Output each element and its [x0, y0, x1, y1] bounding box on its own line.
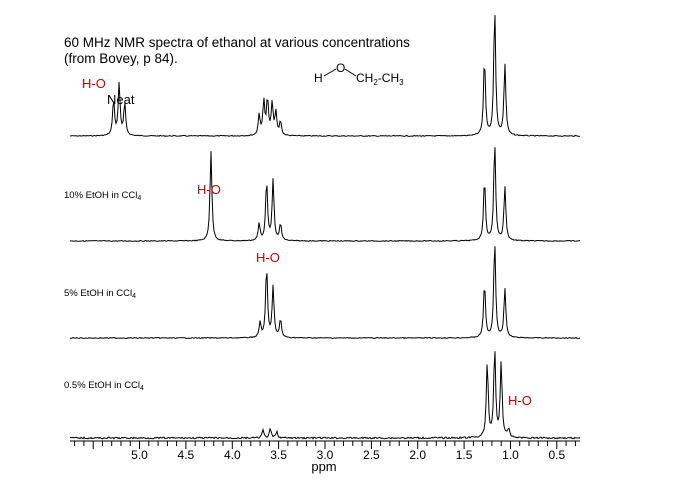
spectrum-trace-2 [69, 147, 581, 242]
x-tick-label: 4.0 [224, 448, 241, 462]
structure-h: H [314, 71, 323, 85]
series-label-1: Neat [107, 92, 135, 107]
structure-bond-left [323, 68, 337, 77]
series-label-4: 0.5% EtOH in CCl4 [64, 380, 144, 392]
chart-subtitle: (from Bovey, p 84). [64, 51, 178, 66]
oh-label-2: H-O [197, 182, 221, 197]
x-tick-label: 0.5 [548, 448, 565, 462]
spectrum-trace-3 [69, 246, 581, 340]
structure-chain: CH2-CH3 [356, 71, 404, 87]
x-tick-label: 4.5 [178, 448, 195, 462]
x-tick-label: 1.5 [456, 448, 473, 462]
x-tick-label: 3.0 [317, 448, 334, 462]
series-label-sub-2: 4 [137, 195, 141, 202]
oh-label-3: H-O [256, 250, 280, 265]
series-label-text-3: 5% EtOH in CCl [64, 288, 132, 299]
series-label-sub-4: 4 [140, 385, 144, 392]
series-label-3: 5% EtOH in CCl4 [64, 288, 136, 300]
series-label-2: 10% EtOH in CCl4 [64, 190, 141, 202]
structure-o: O [336, 61, 345, 75]
spectrum-4: 0.5% EtOH in CCl4 H-O [64, 351, 581, 440]
structure-ch2-sub: 2 [373, 78, 378, 87]
spectrum-2: 10% EtOH in CCl4 H-O [64, 147, 581, 242]
x-tick-label: 5.0 [131, 448, 148, 462]
series-label-text-4: 0.5% EtOH in CCl [64, 380, 140, 391]
series-label-text-1: Neat [107, 92, 135, 107]
structure-dash: -CH [378, 71, 399, 85]
series-label-text-2: 10% EtOH in CCl [64, 190, 137, 201]
spectrum-trace-1 [69, 15, 581, 137]
x-tick-label: 2.0 [409, 448, 426, 462]
structure-bond-right [344, 68, 357, 77]
x-tick-label: 2.5 [363, 448, 380, 462]
chart-title: 60 MHz NMR spectra of ethanol at various… [64, 35, 410, 50]
structure-ch2: CH [356, 71, 373, 85]
series-label-sub-3: 4 [132, 293, 136, 300]
structure-ch3-sub: 3 [399, 78, 404, 87]
spectrum-trace-4 [69, 351, 581, 440]
oh-label-1: H-O [82, 76, 106, 91]
x-tick-label: 1.0 [502, 448, 519, 462]
chart-title-group: 60 MHz NMR spectra of ethanol at various… [64, 35, 410, 66]
x-axis: 5.0 4.5 4.0 3.5 3.0 2.5 2.0 1.5 1.0 0.5 [70, 440, 580, 462]
x-axis-label: ppm [311, 459, 336, 474]
x-tick-label: 3.5 [270, 448, 287, 462]
ethanol-structure: H O CH2-CH3 [314, 61, 404, 87]
oh-label-4: H-O [508, 393, 532, 408]
spectrum-3: 5% EtOH in CCl4 H-O [64, 246, 581, 340]
